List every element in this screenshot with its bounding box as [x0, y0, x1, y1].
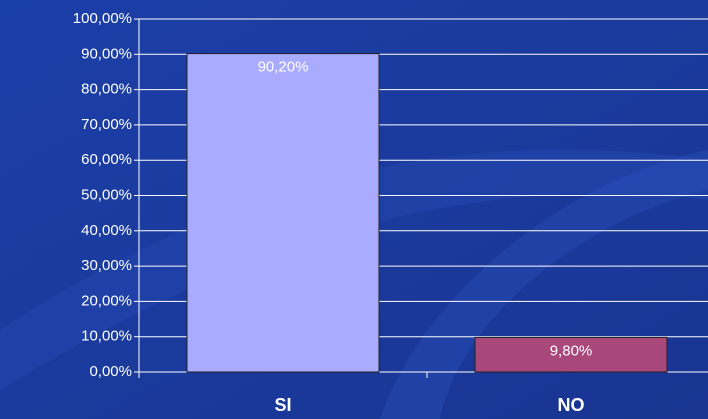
- x-tick-label: NO: [558, 395, 585, 415]
- swoosh: [380, 150, 708, 419]
- value-label: 9,80%: [550, 342, 593, 359]
- y-tick-label: 20,00%: [81, 292, 132, 309]
- y-tick-label: 0,00%: [89, 363, 132, 380]
- y-tick-label: 80,00%: [81, 81, 132, 98]
- y-tick-label: 100,00%: [73, 10, 132, 27]
- bar: [474, 336, 668, 373]
- y-tick-label: 90,00%: [81, 45, 132, 62]
- y-tick-label: 50,00%: [81, 186, 132, 203]
- y-tick-label: 10,00%: [81, 328, 132, 345]
- y-tick-label: 60,00%: [81, 151, 132, 168]
- x-tick-label: SI: [274, 395, 291, 415]
- value-label: 90,20%: [258, 59, 309, 76]
- y-tick-label: 40,00%: [81, 222, 132, 239]
- bar: [186, 53, 380, 373]
- y-tick-label: 70,00%: [81, 116, 132, 133]
- y-tick-label: 30,00%: [81, 257, 132, 274]
